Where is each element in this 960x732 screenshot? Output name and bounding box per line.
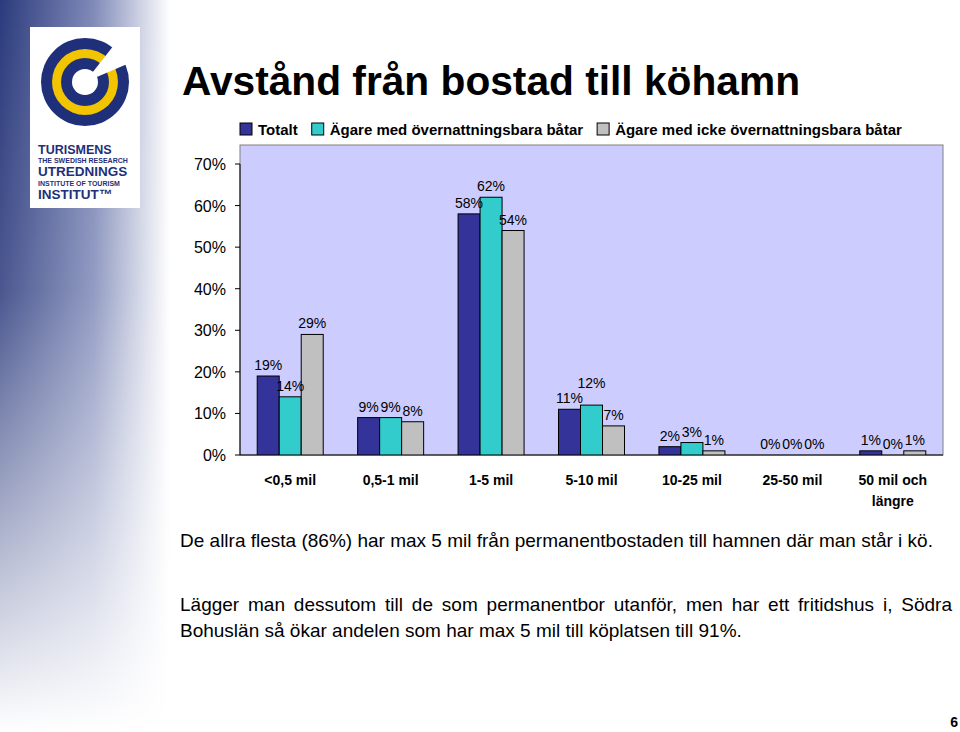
data-label: 1% (905, 432, 925, 448)
legend-swatch (312, 123, 324, 135)
data-label: 2% (660, 428, 680, 444)
bar (402, 422, 424, 455)
data-label: 0% (782, 436, 802, 452)
y-tick-label: 70% (194, 156, 226, 173)
data-label: 19% (254, 357, 282, 373)
y-tick (235, 371, 240, 372)
bar (904, 451, 926, 455)
data-label: 14% (276, 378, 304, 394)
y-tick (235, 413, 240, 414)
bar (380, 418, 402, 455)
y-tick (235, 247, 240, 248)
legend: Totalt Ägare med övernattningsbara båtar Ä… (240, 121, 902, 138)
logo-text: UTREDNINGS (38, 164, 127, 179)
x-tick-label: 0,5-1 mil (363, 472, 419, 488)
y-tick (235, 330, 240, 331)
y-tick-label: 0% (203, 447, 226, 464)
data-label: 9% (381, 399, 401, 415)
x-tick-label: <0,5 mil (264, 472, 316, 488)
x-tick-label: 1-5 mil (469, 472, 513, 488)
data-labels: 19%14%29%9%9%8%58%62%54%11%12%7%2%3%1%0%… (254, 178, 925, 452)
bar (301, 334, 323, 455)
y-tick-label: 50% (194, 239, 226, 256)
x-tick-label: 10-25 mil (662, 472, 722, 488)
paragraph: De allra flesta (86%) har max 5 mil från… (180, 528, 952, 554)
data-label: 58% (455, 195, 483, 211)
plot-background (240, 145, 943, 455)
data-label: 54% (499, 212, 527, 228)
y-tick (235, 205, 240, 206)
y-tick (235, 455, 240, 456)
bar (458, 214, 480, 455)
bar (358, 418, 380, 455)
logo-text: INSTITUTE OF TOURISM (38, 180, 120, 187)
legend-label: Totalt (258, 121, 298, 138)
data-label: 1% (704, 432, 724, 448)
logo-box (30, 27, 140, 208)
logo-text: INSTITUT™ (38, 187, 112, 202)
bar (703, 451, 725, 455)
legend-swatch (240, 123, 252, 135)
data-label: 0% (804, 436, 824, 452)
bar (279, 397, 301, 455)
data-label: 8% (403, 403, 423, 419)
x-tick-label: 50 mil ochlängre (859, 472, 927, 509)
page-number: 6 (950, 714, 958, 730)
y-tick (235, 288, 240, 289)
y-tick (235, 164, 240, 165)
legend-label: Ägare med icke övernattningsbara båtar (615, 121, 902, 138)
bar (480, 197, 502, 455)
bar (603, 426, 625, 455)
data-label: 7% (603, 407, 623, 423)
data-label: 62% (477, 178, 505, 194)
data-label: 3% (682, 424, 702, 440)
bar (803, 455, 825, 456)
y-tick-label: 30% (194, 322, 226, 339)
logo: TURISMENSTHE SWEDISH RESEARCHUTREDNINGSI… (30, 27, 140, 208)
bar (882, 455, 904, 456)
y-tick-label: 40% (194, 281, 226, 298)
data-label: 1% (861, 432, 881, 448)
logo-notch (85, 40, 132, 82)
bar (860, 451, 882, 455)
y-axis-line (240, 164, 241, 455)
data-label: 0% (760, 436, 780, 452)
bar (581, 405, 603, 455)
logo-text: THE SWEDISH RESEARCH (38, 157, 128, 164)
title: Avstånd från bostad till köhamn (182, 59, 800, 103)
paragraph: Lägger man dessutom till de som permanen… (180, 592, 952, 644)
logo-text: TURISMENS (38, 143, 112, 157)
bar (659, 447, 681, 455)
legend-swatch (597, 123, 609, 135)
bar (559, 409, 581, 455)
bar (781, 455, 803, 456)
y-axis: 0% 10% 20% 30% 40% 50% 60% 70% (194, 156, 240, 464)
legend-label: Ägare med övernattningsbara båtar (330, 121, 584, 138)
data-label: 12% (577, 375, 605, 391)
x-tick-label: 5-10 mil (565, 472, 617, 488)
data-label: 9% (359, 399, 379, 415)
data-label: 29% (298, 315, 326, 331)
bar (681, 443, 703, 455)
bar (759, 455, 781, 456)
data-label: 0% (883, 436, 903, 452)
y-tick-label: 20% (194, 364, 226, 381)
y-tick-label: 60% (194, 198, 226, 215)
data-label: 11% (556, 390, 583, 406)
bars (257, 197, 926, 455)
x-tick-label: 25-50 mil (762, 472, 822, 488)
bar (502, 231, 524, 455)
y-tick-label: 10% (194, 405, 226, 422)
